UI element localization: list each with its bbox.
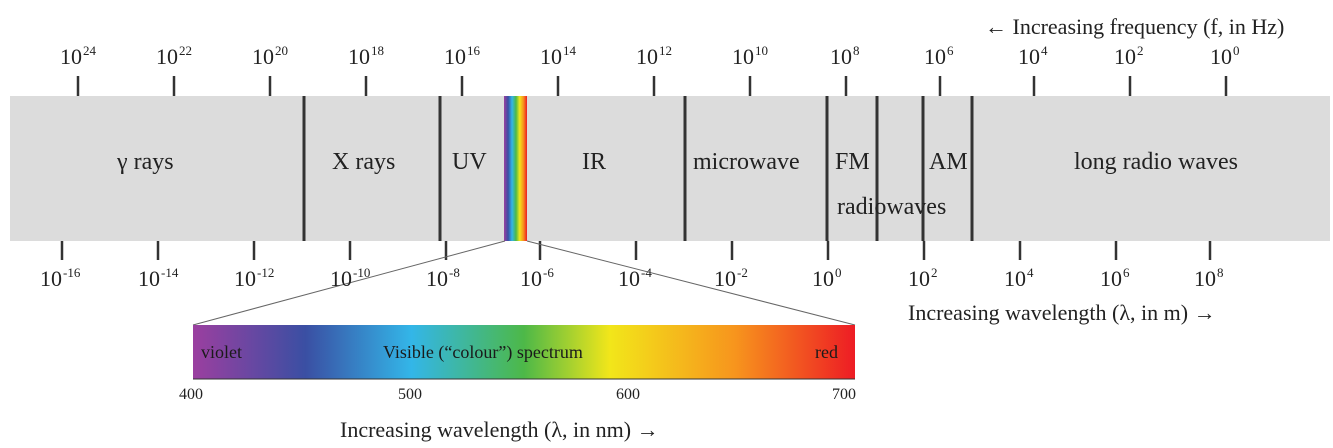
visible-violet-label: violet [201, 342, 242, 362]
freq-label: 1016 [444, 43, 480, 69]
freq-label: 1014 [540, 43, 576, 69]
band-label-gamma: γ rays [117, 149, 174, 175]
band-label-am: AM [929, 149, 968, 175]
wavelength-ticks [60, 241, 1212, 260]
wl-label: 10-16 [40, 265, 81, 291]
freq-label: 106 [924, 43, 954, 69]
wl-label: 100 [812, 265, 842, 291]
nm-tick-label: 600 [616, 386, 640, 403]
wl-label: 10-8 [426, 265, 460, 291]
band-label-uv: UV [452, 149, 487, 175]
freq-label: 1020 [252, 43, 288, 69]
band-label-fm: FM [835, 149, 870, 175]
wl-label: 10-12 [234, 265, 275, 291]
spectrum-band-background [10, 96, 1330, 241]
nm-tick-label: 500 [398, 386, 422, 403]
wl-label: 10-2 [714, 265, 748, 291]
zoom-lines [192, 240, 856, 326]
freq-label: 1022 [156, 43, 192, 69]
wl-label: 10-6 [520, 265, 554, 291]
freq-label: 1010 [732, 43, 768, 69]
freq-label: 104 [1018, 43, 1048, 69]
band-label-xray: X rays [332, 149, 396, 175]
visible-spectrum-bar [193, 325, 855, 379]
nm-tick-label: 700 [832, 386, 856, 403]
visible-slice [504, 96, 527, 241]
zoom-line-right [526, 240, 856, 326]
band-label-radiowaves: radiowaves [837, 194, 947, 220]
wl-label: 10-4 [618, 265, 652, 291]
visible-red-label: red [815, 342, 838, 362]
freq-label: 1024 [60, 43, 96, 69]
wl-label: 104 [1004, 265, 1034, 291]
wl-label: 10-14 [138, 265, 179, 291]
zoom-line-left [192, 240, 506, 326]
wl-label: 102 [908, 265, 938, 291]
freq-label: 102 [1114, 43, 1144, 69]
wl-label: 10-10 [330, 265, 371, 291]
band-dividers [302, 96, 974, 241]
freq-label: 108 [830, 43, 860, 69]
freq-label: 1018 [348, 43, 384, 69]
freq-label: 100 [1210, 43, 1240, 69]
wl-label: 108 [1194, 265, 1224, 291]
freq-label: 1012 [636, 43, 672, 69]
visible-wavelength-caption: Increasing wavelength (λ, in nm) → [340, 417, 659, 442]
nm-tick-label: 400 [179, 386, 203, 403]
frequency-caption: ← Increasing frequency (f, in Hz) [985, 14, 1285, 39]
wavelength-caption: Increasing wavelength (λ, in m) → [908, 300, 1216, 325]
band-label-long-radio: long radio waves [1074, 149, 1238, 175]
wl-label: 106 [1100, 265, 1130, 291]
band-label-microwave: microwave [693, 149, 800, 175]
band-label-ir: IR [582, 149, 606, 175]
frequency-ticks [76, 76, 1228, 96]
visible-spectrum-title: Visible (“colour”) spectrum [383, 342, 583, 362]
